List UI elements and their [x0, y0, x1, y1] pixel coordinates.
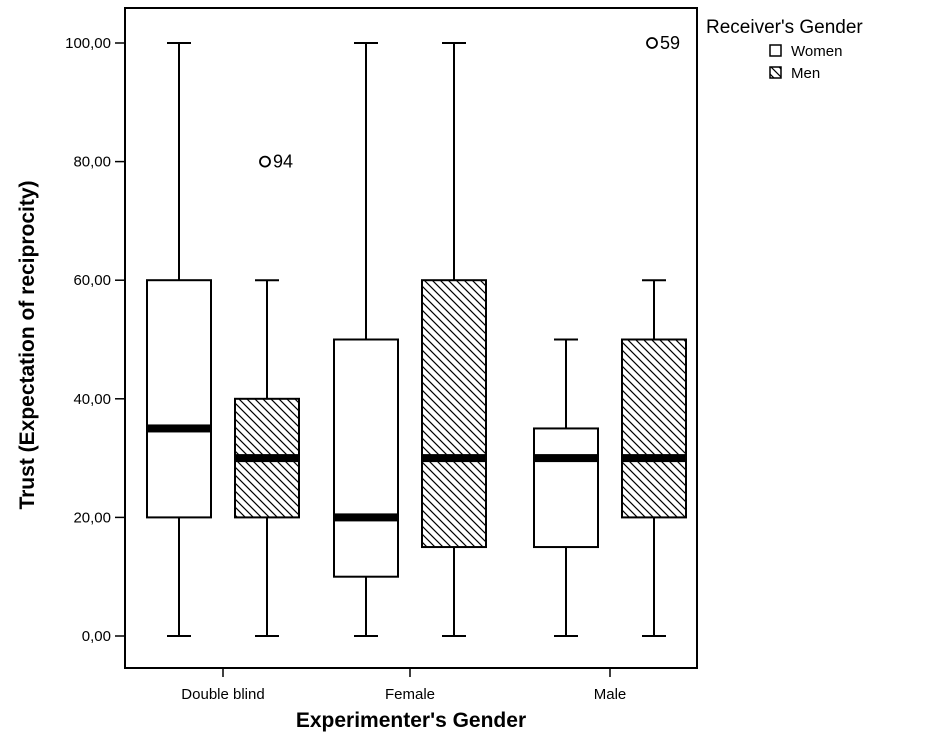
y-tick-label: 40,00: [73, 391, 111, 408]
x-axis: Double blind Female Male: [181, 668, 626, 703]
y-axis-title: Trust (Expectation of reciprocity): [16, 180, 39, 509]
y-tick-label: 60,00: [73, 272, 111, 289]
legend-swatch-women: [769, 44, 782, 57]
legend: Receiver's Gender Women Men: [706, 17, 863, 82]
box-men-1: [421, 42, 487, 637]
legend-label-women: Women: [791, 43, 842, 60]
boxes-layer: 94 59: [146, 33, 687, 637]
x-tick-label: Female: [385, 686, 435, 703]
y-axis: 0,00 20,00 40,00 60,00 80,00 100,00: [65, 35, 125, 645]
legend-swatch-men: [769, 66, 782, 79]
median-line: [147, 424, 211, 433]
plot-area-frame: [124, 7, 698, 669]
median-line: [534, 454, 598, 463]
y-tick-label: 20,00: [73, 509, 111, 526]
box-men-2: 59: [621, 33, 687, 637]
box-men-0: 94: [234, 152, 300, 637]
median-line: [334, 513, 398, 522]
x-axis-title: Experimenter's Gender: [296, 709, 526, 732]
outlier-point: [259, 155, 271, 168]
outlier-point: [646, 37, 658, 49]
median-line: [235, 454, 299, 463]
y-tick-label: 0,00: [82, 628, 111, 645]
legend-title: Receiver's Gender: [706, 17, 863, 38]
outlier-label: 94: [273, 152, 293, 172]
box-iqr: [333, 338, 399, 578]
y-tick-label: 80,00: [73, 154, 111, 171]
median-line: [422, 454, 486, 463]
box-women-1: [333, 42, 399, 637]
box-iqr: [533, 427, 599, 549]
box-iqr: [421, 279, 487, 549]
x-tick-label: Double blind: [181, 686, 264, 703]
median-line: [622, 454, 686, 463]
box-women-2: [533, 338, 599, 637]
outlier-label: 59: [660, 33, 680, 53]
box-women-0: [146, 42, 212, 637]
box-iqr: [146, 279, 212, 519]
box-iqr: [621, 338, 687, 519]
x-tick-label: Male: [594, 686, 627, 703]
legend-label-men: Men: [791, 65, 820, 82]
y-tick-label: 100,00: [65, 35, 111, 52]
